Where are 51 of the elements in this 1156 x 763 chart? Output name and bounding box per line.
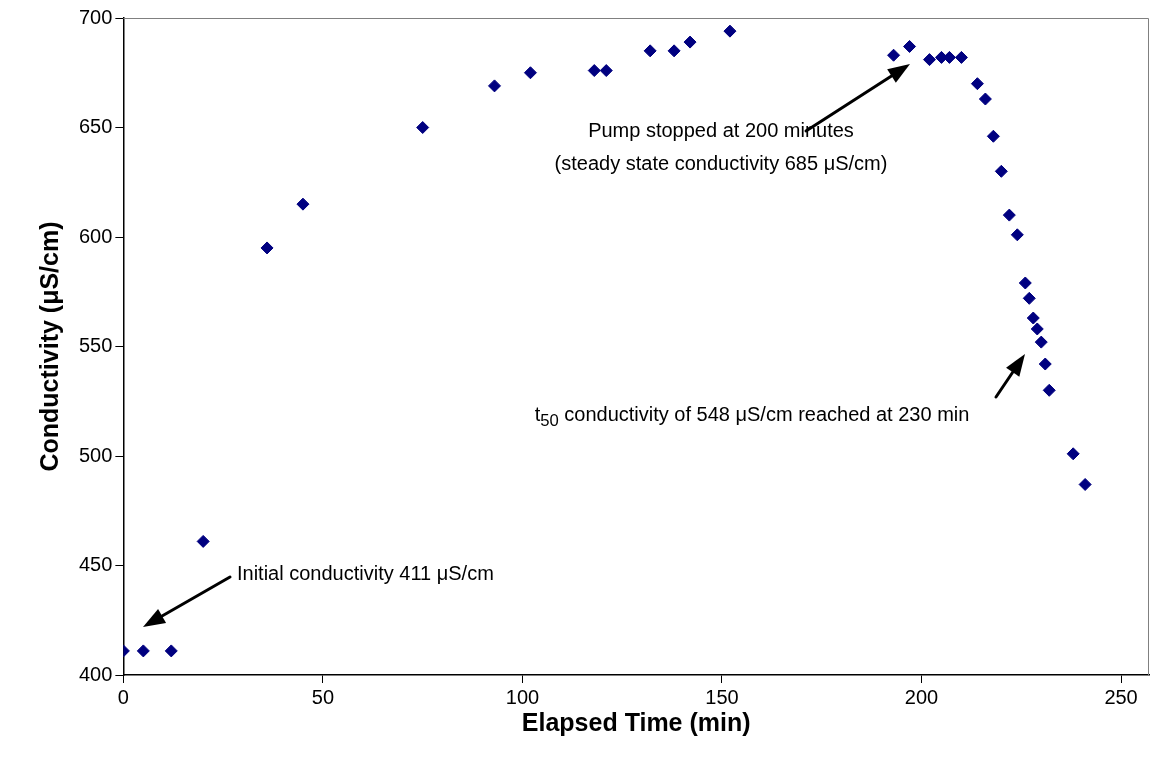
point: [683, 35, 697, 49]
point: [903, 39, 917, 53]
point: [978, 92, 992, 106]
point: [970, 77, 984, 91]
point: [416, 121, 430, 134]
x-tick-label: 0: [117, 685, 129, 708]
x-tick-label: 50: [311, 685, 335, 708]
y-tick-label: 600: [78, 224, 113, 247]
point: [136, 644, 150, 658]
point: [1022, 291, 1036, 305]
point: [296, 197, 310, 211]
x-tick-label: 200: [904, 685, 939, 708]
x-tick-label: 150: [705, 685, 739, 708]
point: [1018, 276, 1032, 290]
point: [523, 66, 537, 80]
point: [164, 644, 178, 658]
point: [954, 50, 968, 64]
y-tick-label: 700: [78, 5, 113, 28]
point: [643, 44, 657, 58]
point: [196, 534, 210, 548]
point: [1066, 447, 1080, 461]
point: [986, 129, 1000, 143]
point: [667, 44, 681, 58]
point: [994, 164, 1008, 178]
point: [1042, 383, 1056, 397]
x-tick-label: 250: [1104, 685, 1138, 708]
point: [923, 53, 937, 67]
y-tick-label: 650: [78, 115, 113, 138]
annotation: Pump stopped at 200 minutes (steady state conductivity 685 μS/cm): [554, 118, 888, 176]
point: [1030, 322, 1044, 336]
y-axis-title: Conductivity (μS/cm): [34, 221, 63, 472]
point: [1038, 357, 1052, 371]
point: [587, 64, 601, 78]
y-tick-label: 400: [78, 662, 113, 685]
annotation: t$_{50}$ conductivity of 548 μS/cm reached at 230 min: [534, 402, 970, 432]
point: [260, 241, 274, 255]
annotation: Initial conductivity 411 μS/cm: [237, 561, 494, 586]
point: [488, 79, 502, 93]
x-axis-title: Elapsed Time (min): [521, 707, 751, 736]
point: [1078, 477, 1092, 491]
x-tick-label: 100: [505, 685, 540, 708]
point: [723, 24, 737, 38]
point: [1010, 228, 1024, 242]
point: [1002, 208, 1016, 222]
point: [1034, 335, 1048, 349]
y-tick-label: 550: [78, 334, 113, 357]
point: [887, 48, 901, 62]
y-tick-label: 450: [78, 553, 113, 576]
point: [1026, 311, 1040, 325]
point: [599, 64, 613, 78]
y-tick-label: 500: [78, 443, 113, 466]
